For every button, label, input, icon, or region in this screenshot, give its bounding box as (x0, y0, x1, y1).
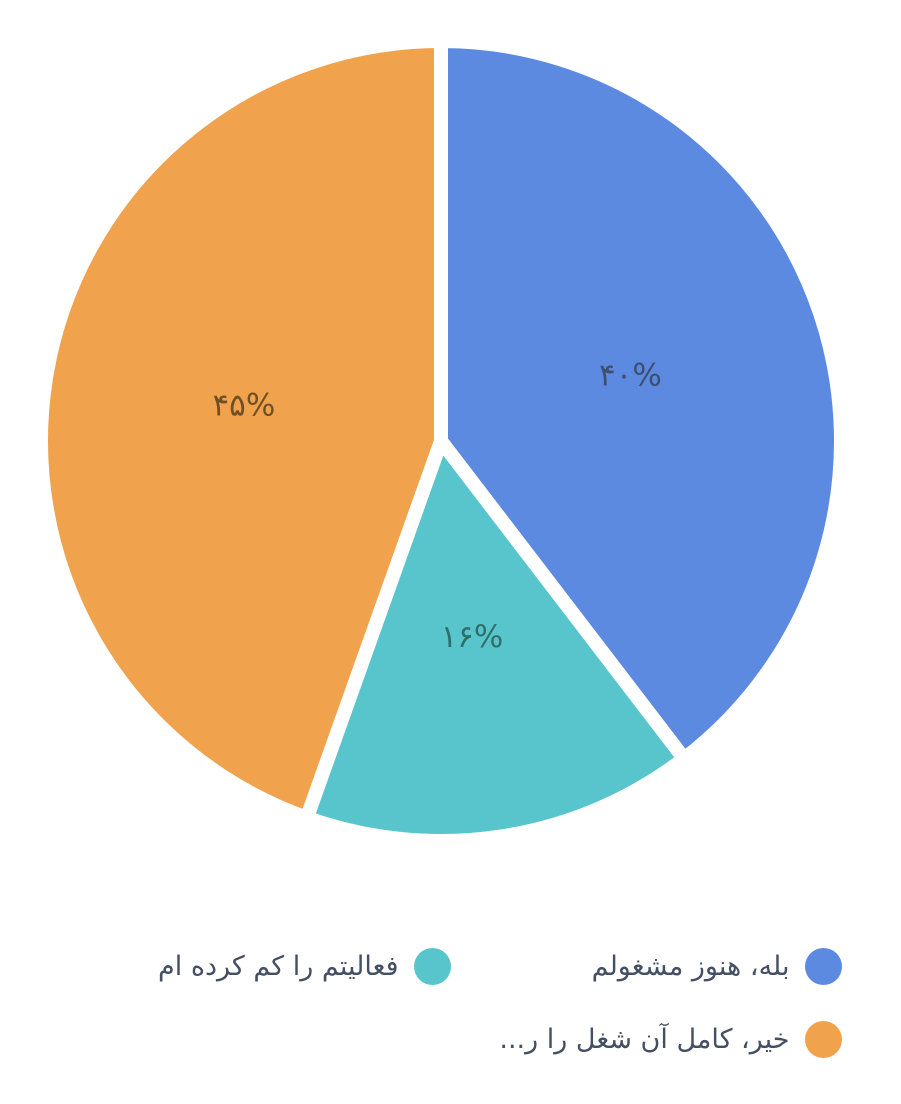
pie-chart: ۴۰% ۱۶% ۴۵% (34, 34, 848, 848)
pie-chart-svg: ۴۰% ۱۶% ۴۵% (34, 34, 848, 848)
slice-percent-label-2: ۴۵% (213, 388, 276, 424)
pie-slice-2[interactable] (34, 34, 448, 825)
legend-item-yes-still-working[interactable]: بله، هنوز مشغولم (451, 948, 842, 985)
legend-dot-orange-icon (804, 1021, 842, 1058)
legend-item-label: بله، هنوز مشغولم (591, 950, 790, 982)
legend-dot-blue-icon (804, 948, 842, 985)
slice-percent-label-1: ۱۶% (441, 619, 504, 655)
legend-dot-teal-icon (413, 948, 451, 985)
legend-item-label: فعالیتم را کم کرده ام (158, 950, 399, 982)
pie-slice-1[interactable] (299, 434, 692, 848)
slice-percent-label-0: ۴۰% (599, 357, 662, 393)
pie-slice-0[interactable] (434, 34, 848, 766)
legend-item-reduced-activity[interactable]: فعالیتم را کم کرده ام (60, 948, 451, 985)
legend-item-label: خیر، کامل آن شغل را ر... (499, 1023, 790, 1055)
chart-legend: بله، هنوز مشغولم فعالیتم را کم کرده ام خ… (60, 948, 842, 1058)
legend-item-left-job[interactable]: خیر، کامل آن شغل را ر... (451, 1021, 842, 1058)
